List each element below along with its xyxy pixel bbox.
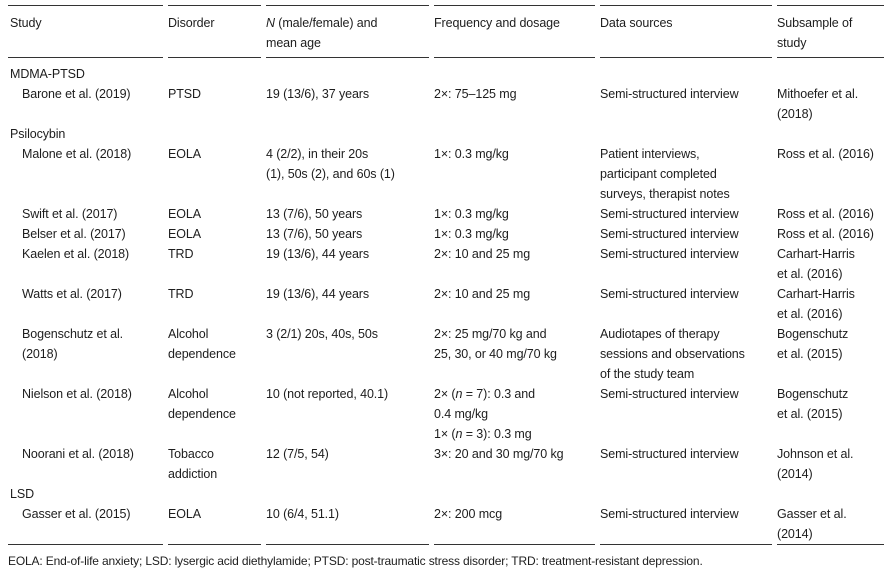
study-cell: Gasser et al. (2015) — [8, 504, 163, 545]
disorder-cell: Tobacco addiction — [168, 447, 218, 481]
sources-cell: Semi-structured interview — [600, 387, 739, 401]
disorder-cell: Alcohol dependence — [168, 327, 236, 361]
sources-cell: Patient interviews, participant complete… — [600, 147, 730, 201]
section-row: Psilocybin — [8, 124, 884, 144]
study-cell: Barone et al. (2019) — [22, 87, 131, 101]
section-row: LSD — [8, 484, 884, 504]
disorder-cell: PTSD — [168, 87, 201, 101]
frequency-cell: 2×: 75–125 mg — [434, 87, 517, 101]
subsample-cell: Carhart-Harris et al. (2016) — [777, 287, 855, 321]
studies-table: Study Disorder N (male/female) and mean ag… — [3, 5, 889, 545]
n-cell: 19 (13/6), 44 years — [266, 247, 370, 261]
study-cell: Nielson et al. (2018) — [22, 387, 132, 401]
subsample-cell: Gasser et al. (2014) — [777, 504, 884, 545]
sources-cell: Semi-structured interview — [600, 504, 772, 545]
n-cell: 12 (7/5, 54) — [266, 447, 329, 461]
table-row: Malone et al. (2018) EOLA 4 (2/2), in thei… — [8, 144, 884, 204]
table-row: Bogenschutz et al. (2018) Alcohol depende… — [8, 324, 884, 384]
frequency-cell: 1×: 0.3 mg/kg — [434, 147, 509, 161]
sources-cell: Semi-structured interview — [600, 207, 739, 221]
n-cell: 10 (6/4, 51.1) — [266, 504, 429, 545]
frequency-cell: 1×: 0.3 mg/kg — [434, 227, 509, 241]
column-header-frequency: Frequency and dosage — [434, 5, 595, 58]
column-header-study: Study — [8, 5, 163, 58]
study-cell: Bogenschutz et al. (2018) — [22, 327, 124, 361]
disorder-cell: EOLA — [168, 207, 201, 221]
study-cell: Belser et al. (2017) — [22, 227, 126, 241]
study-cell: Kaelen et al. (2018) — [22, 247, 130, 261]
n-cell: 10 (not reported, 40.1) — [266, 387, 389, 401]
frequency-cell: 2×: 200 mcg — [434, 504, 595, 545]
disorder-cell: TRD — [168, 247, 194, 261]
frequency-cell: 3×: 20 and 30 mg/70 kg — [434, 447, 564, 461]
header-row: Study Disorder N (male/female) and mean ag… — [8, 5, 884, 58]
column-header-disorder: Disorder — [168, 5, 261, 58]
frequency-cell: 1×: 0.3 mg/kg — [434, 207, 509, 221]
frequency-cell: 2×: 10 and 25 mg — [434, 287, 531, 301]
column-header-n: N (male/female) and mean age — [266, 5, 429, 58]
table-row: Watts et al. (2017) TRD 19 (13/6), 44 year… — [8, 284, 884, 324]
column-header-sources: Data sources — [600, 5, 772, 58]
table-row: Swift et al. (2017) EOLA 13 (7/6), 50 year… — [8, 204, 884, 224]
sources-cell: Semi-structured interview — [600, 227, 739, 241]
table-header: Study Disorder N (male/female) and mean ag… — [8, 5, 884, 58]
frequency-cell: 2×: 25 mg/70 kg and 25, 30, or 40 mg/70 … — [434, 327, 557, 361]
study-cell: Swift et al. (2017) — [22, 207, 118, 221]
table-row: Kaelen et al. (2018) TRD 19 (13/6), 44 yea… — [8, 244, 884, 284]
table-row: Nielson et al. (2018) Alcohol dependence 1… — [8, 384, 884, 444]
frequency-cell: 2× (n = 7): 0.3 and 0.4 mg/kg 1× (n = 3)… — [434, 387, 535, 441]
subsample-cell: Ross et al. (2016) — [777, 207, 874, 221]
sources-cell: Semi-structured interview — [600, 247, 739, 261]
study-cell: Noorani et al. (2018) — [22, 447, 134, 461]
n-cell: 3 (2/1) 20s, 40s, 50s — [266, 327, 378, 341]
n-cell: 19 (13/6), 44 years — [266, 287, 370, 301]
sources-cell: Semi-structured interview — [600, 447, 739, 461]
abbreviations-footnote: EOLA: End-of-life anxiety; LSD: lysergic… — [8, 554, 703, 568]
n-cell: 4 (2/2), in their 20s (1), 50s (2), and … — [266, 147, 395, 181]
subsample-cell: Mithoefer et al. (2018) — [777, 87, 859, 121]
subsample-cell: Bogenschutz et al. (2015) — [777, 327, 849, 361]
subsample-cell: Ross et al. (2016) — [777, 147, 874, 161]
disorder-cell: Alcohol dependence — [168, 387, 236, 421]
subsample-cell: Carhart-Harris et al. (2016) — [777, 247, 855, 281]
section-row: MDMA-PTSD — [8, 58, 884, 84]
disorder-cell: EOLA — [168, 147, 201, 161]
subsample-cell: Ross et al. (2016) — [777, 227, 874, 241]
subsample-cell: Bogenschutz et al. (2015) — [777, 387, 849, 421]
study-cell: Malone et al. (2018) — [22, 147, 132, 161]
disorder-cell: EOLA — [168, 504, 261, 545]
table-row: Belser et al. (2017) EOLA 13 (7/6), 50 yea… — [8, 224, 884, 244]
column-header-subsample: Subsample of study — [777, 5, 884, 58]
sources-cell: Semi-structured interview — [600, 87, 739, 101]
section-label: Psilocybin — [10, 127, 66, 141]
section-label: LSD — [10, 487, 35, 501]
section-label: MDMA-PTSD — [10, 67, 85, 81]
sources-cell: Audiotapes of therapy sessions and obser… — [600, 327, 745, 381]
frequency-cell: 2×: 10 and 25 mg — [434, 247, 531, 261]
sources-cell: Semi-structured interview — [600, 287, 739, 301]
n-cell: 13 (7/6), 50 years — [266, 207, 363, 221]
table-row: Noorani et al. (2018) Tobacco addiction 12… — [8, 444, 884, 484]
disorder-cell: EOLA — [168, 227, 201, 241]
table-row: Gasser et al. (2015) EOLA 10 (6/4, 51.1) 2×… — [8, 504, 884, 545]
subsample-cell: Johnson et al. (2014) — [777, 447, 854, 481]
table-row: Barone et al. (2019) PTSD 19 (13/6), 37 ye… — [8, 84, 884, 124]
disorder-cell: TRD — [168, 287, 194, 301]
n-cell: 13 (7/6), 50 years — [266, 227, 363, 241]
table-body: MDMA-PTSD Barone et al. (2019) PTSD 19 (13/… — [8, 58, 884, 545]
study-cell: Watts et al. (2017) — [22, 287, 122, 301]
n-cell: 19 (13/6), 37 years — [266, 87, 370, 101]
